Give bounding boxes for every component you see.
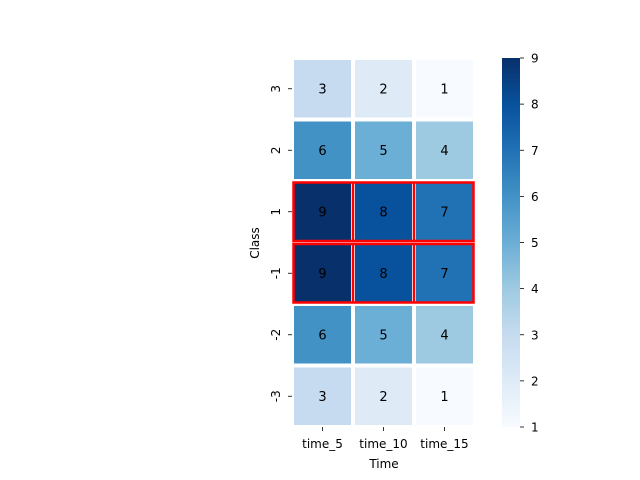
- cell-value-label: 1: [440, 82, 448, 97]
- colorbar-gradient: [502, 58, 520, 427]
- cell-value-label: 2: [379, 390, 387, 405]
- colorbar-tick-label: 7: [531, 144, 539, 158]
- y-tick-label: -2: [269, 329, 283, 341]
- cell-value-label: 5: [379, 328, 387, 343]
- colorbar-tick-label: 5: [531, 236, 539, 250]
- heatmap-cell: [412, 117, 477, 183]
- cell-value-label: 8: [379, 267, 387, 282]
- cell-value-label: 4: [440, 328, 448, 343]
- cell-value-label: 4: [440, 144, 448, 159]
- x-axis-ticks: time_5 time_10 time_15: [302, 427, 469, 451]
- cell-value-label: 2: [379, 82, 387, 97]
- cell-value-label: 7: [440, 267, 448, 282]
- colorbar: [502, 58, 520, 427]
- x-tick-label: time_10: [359, 437, 407, 451]
- highlight-row-box: [292, 181, 475, 243]
- cell-value-label: 8: [379, 205, 387, 220]
- colorbar-tick-label: 4: [531, 282, 539, 296]
- colorbar-tick-label: 8: [531, 98, 539, 112]
- colorbar-ticks: 1 2 3 4 5 6 7 8 9: [520, 52, 539, 435]
- cell-value-label: 7: [440, 205, 448, 220]
- x-tick-label: time_15: [420, 437, 468, 451]
- heatmap-cell: [351, 363, 416, 429]
- cell-value-label: 1: [440, 390, 448, 405]
- heatmap-cell-labels: 3 2 1 6 5 4 9 8 7 9 8 7 6 5 4 3 2 1: [318, 82, 448, 405]
- cell-value-label: 3: [318, 82, 326, 97]
- highlight-row-box: [292, 242, 475, 304]
- y-tick-label: -1: [269, 267, 283, 279]
- heatmap-cells: [290, 56, 477, 429]
- y-tick-label: -3: [269, 390, 283, 402]
- y-axis-label: Class: [248, 227, 262, 259]
- cell-value-label: 6: [318, 328, 326, 343]
- cell-value-label: 9: [318, 205, 326, 220]
- y-tick-label: 2: [269, 146, 283, 154]
- cell-value-label: 9: [318, 267, 326, 282]
- y-tick-label: 3: [269, 85, 283, 93]
- cell-value-label: 3: [318, 390, 326, 405]
- highlight-boxes: [292, 181, 475, 304]
- y-tick-label: 1: [269, 208, 283, 216]
- colorbar-tick-label: 6: [531, 190, 539, 204]
- cell-value-label: 6: [318, 144, 326, 159]
- colorbar-tick-label: 1: [531, 421, 539, 435]
- x-tick-label: time_5: [302, 437, 343, 451]
- cell-value-label: 5: [379, 144, 387, 159]
- y-axis-ticks: 3 2 1 -1 -2 -3: [269, 85, 292, 402]
- x-axis-label: Time: [368, 457, 398, 471]
- colorbar-tick-label: 3: [531, 328, 539, 342]
- colorbar-tick-label: 2: [531, 374, 539, 388]
- colorbar-tick-label: 9: [531, 52, 539, 66]
